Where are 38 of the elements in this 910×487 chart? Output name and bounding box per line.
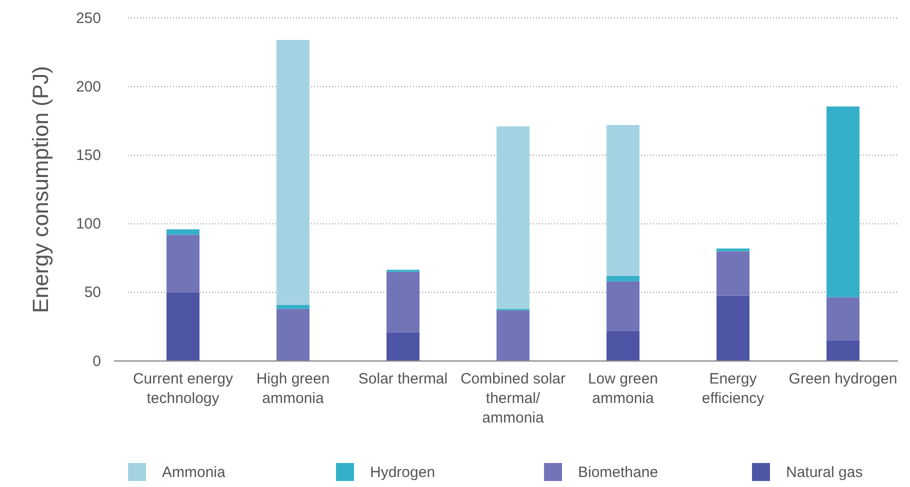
bar: [606, 281, 640, 331]
bar: [606, 125, 640, 276]
y-tick-label: 0: [92, 352, 101, 370]
legend-label: Ammonia: [162, 464, 226, 481]
x-tick-label: High green ammonia: [256, 370, 330, 407]
bar: [276, 304, 310, 309]
bar: [716, 251, 750, 296]
y-axis-title: Energy consumption (PJ): [28, 66, 53, 313]
x-tick-label: Low green ammonia: [588, 370, 658, 407]
bar: [826, 340, 860, 361]
legend-label: Biomethane: [578, 464, 658, 481]
bar: [496, 310, 530, 361]
bar: [276, 40, 310, 305]
y-tick-label: 50: [84, 284, 101, 302]
bar: [386, 272, 420, 332]
x-tick-label: Combined solar thermal/ ammonia: [460, 370, 566, 426]
y-tick-label: 200: [76, 78, 101, 96]
bar: [826, 297, 860, 340]
legend-label: Hydrogen: [370, 464, 436, 481]
bar: [716, 296, 750, 361]
bar: [166, 229, 200, 235]
bar: [606, 330, 640, 361]
bar: [716, 248, 750, 252]
y-tick-label: 100: [76, 216, 101, 233]
bar: [166, 292, 200, 361]
x-tick-label: Green hydrogen: [788, 370, 898, 388]
y-tick-label: 250: [76, 10, 101, 27]
x-tick-label: Current energy technology: [132, 370, 234, 407]
bar: [386, 332, 420, 361]
x-tick-label: Energy efficiency: [702, 370, 765, 407]
bar: [496, 126, 530, 309]
bar: [606, 276, 640, 282]
bar: [166, 234, 200, 292]
bar: [826, 106, 860, 298]
x-tick-label: Solar thermal: [358, 370, 448, 388]
bar: [276, 308, 310, 361]
legend-label: Natural gas: [786, 464, 863, 481]
y-tick-label: 150: [76, 147, 101, 164]
